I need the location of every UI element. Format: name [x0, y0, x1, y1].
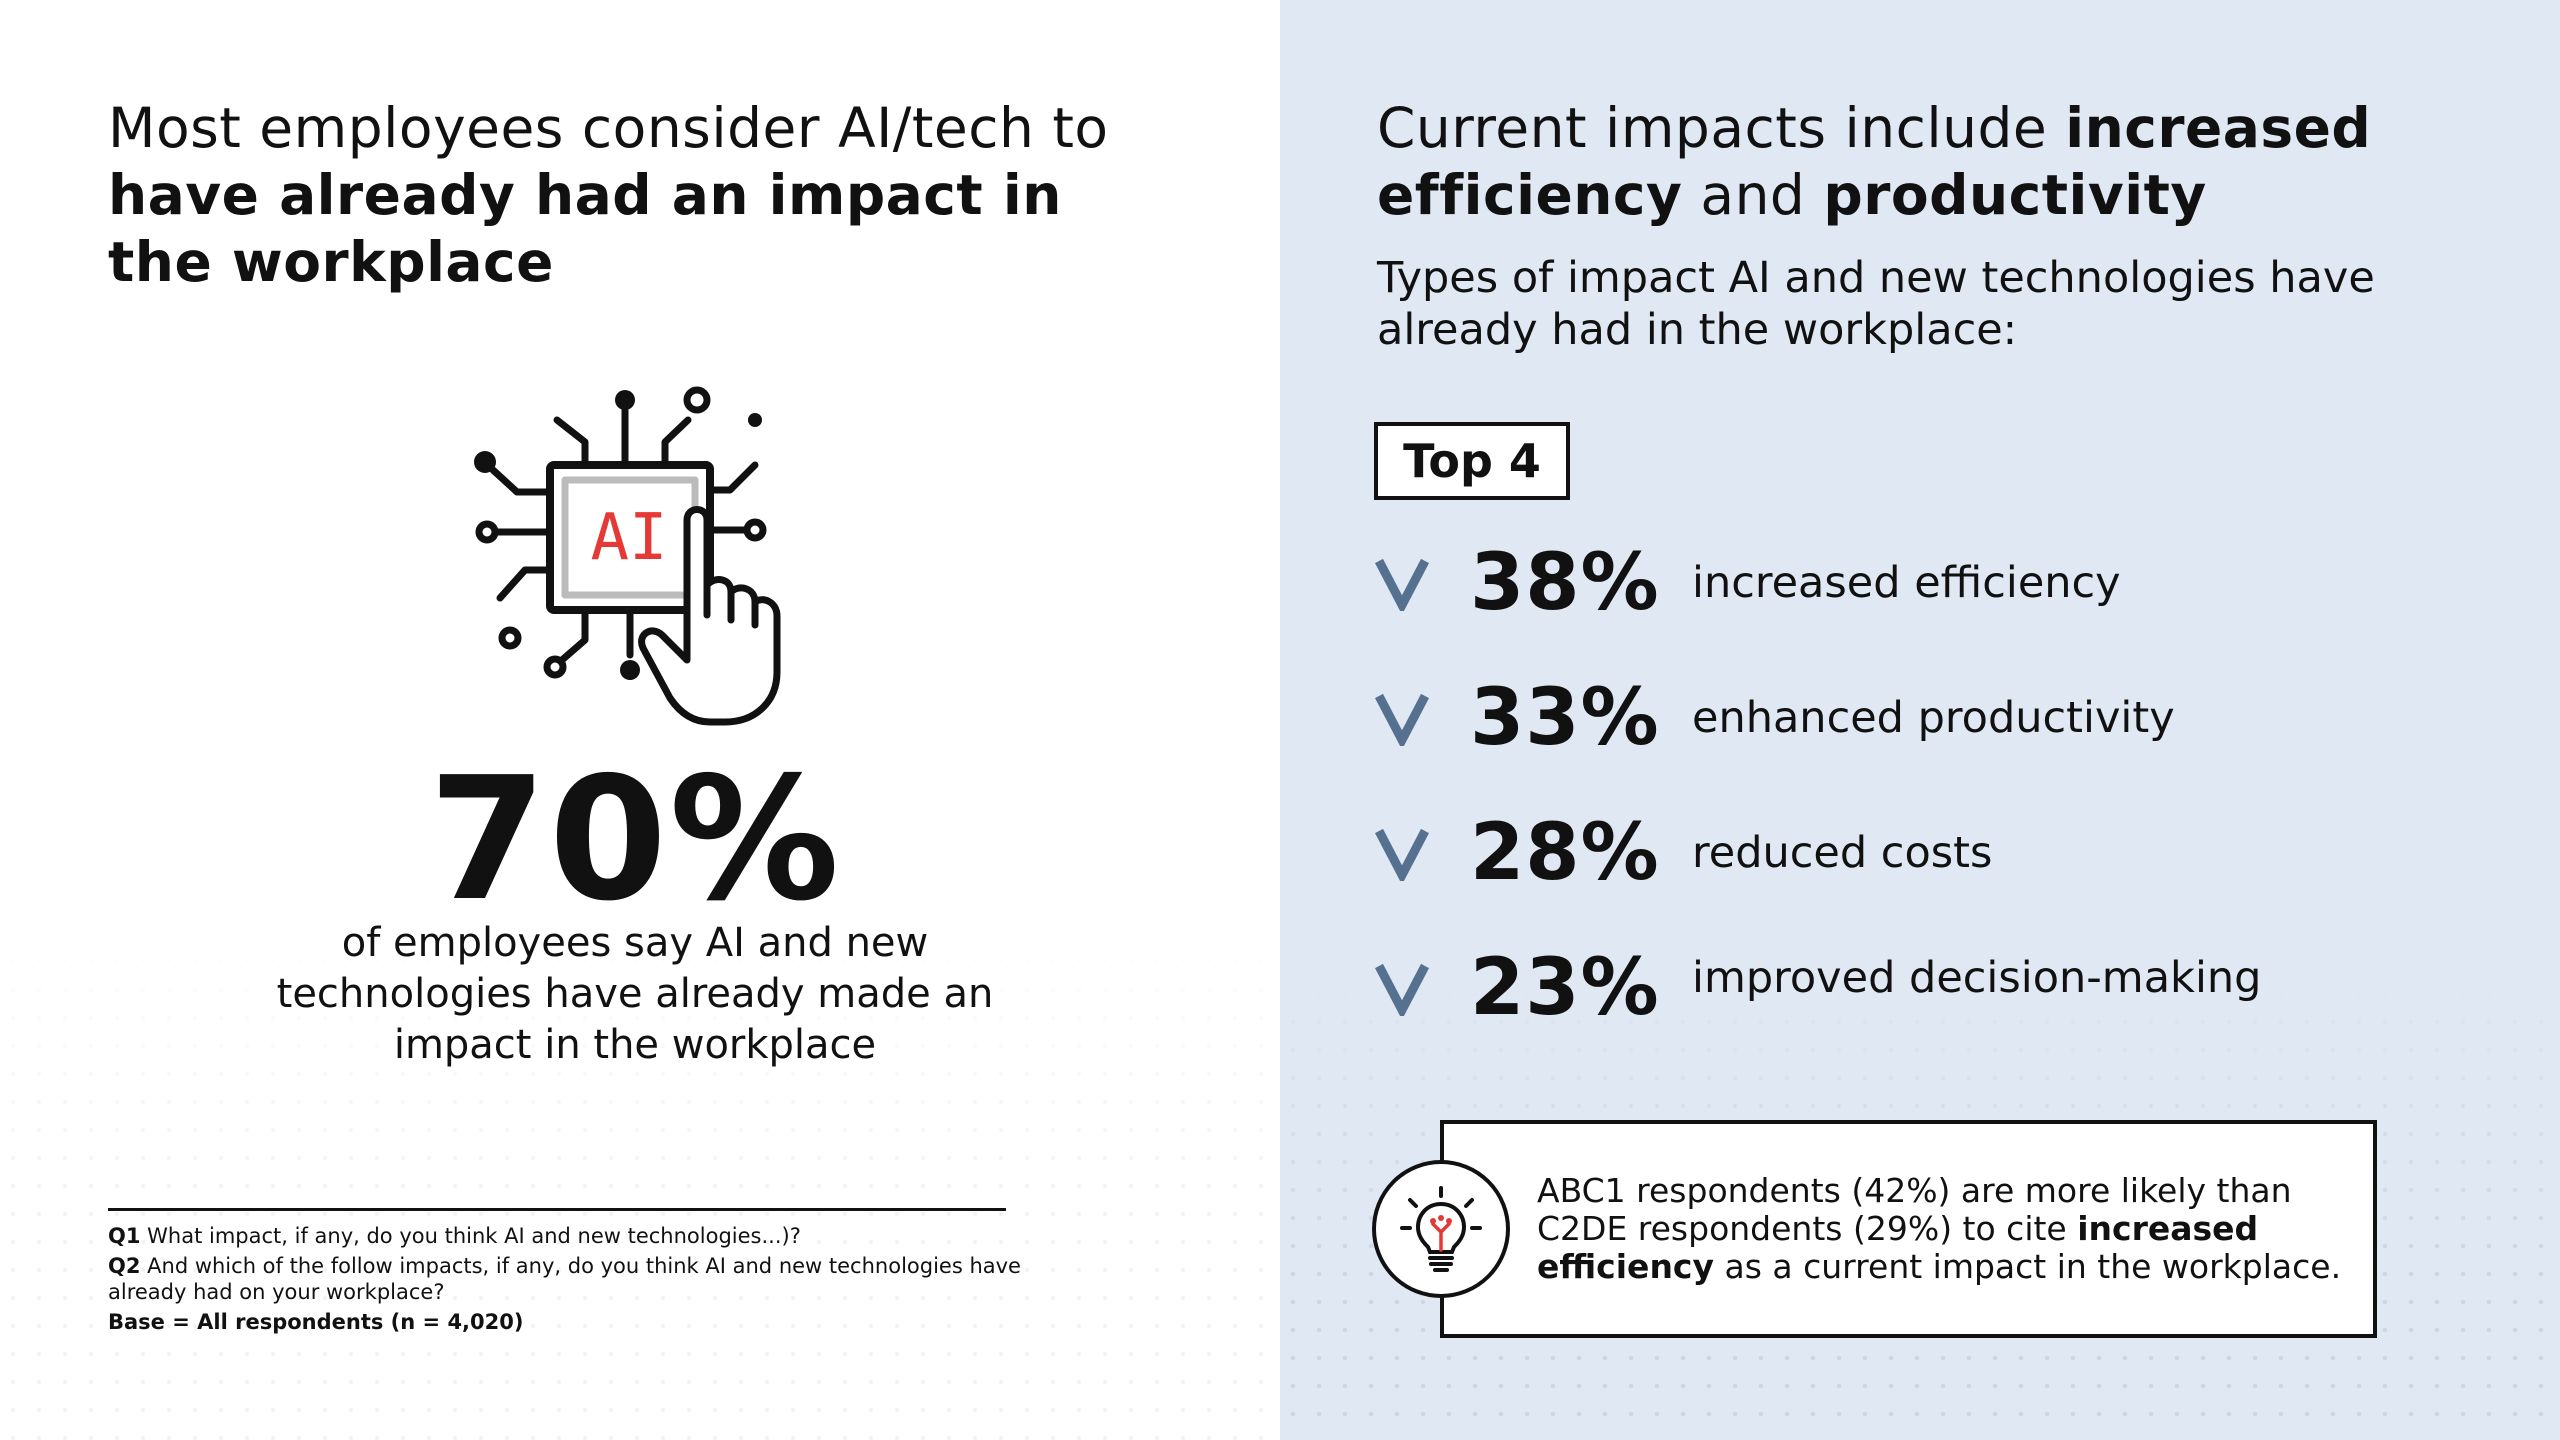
callout-bold-text: increased efficiency — [1537, 1209, 2259, 1286]
impact-percent: 38% — [1470, 538, 1660, 628]
footnote-q1-text: What impact, if any, do you think AI and… — [140, 1224, 801, 1248]
ai-chip-hand-icon: AI — [455, 380, 815, 730]
big-stat: 70% — [428, 741, 842, 939]
subheading: Types of impact AI and new technologies … — [1377, 253, 2375, 355]
right-headline: Current impacts include increased effici… — [1377, 95, 2497, 229]
impact-row: 28% reduced costs — [1375, 803, 2525, 903]
stat-caption: of employees say AI and new technologies… — [276, 920, 994, 1068]
footnote-q2: Q2 And which of the follow impacts, if a… — [108, 1253, 1028, 1305]
impact-label: increased efficiency — [1692, 558, 2121, 608]
headline-bold-text: productivity — [1823, 163, 2207, 227]
footnote-divider — [108, 1208, 1006, 1211]
callout-box: ABC1 respondents (42%) are more likely t… — [1440, 1120, 2377, 1338]
impact-row: 23% improved decision-making — [1375, 938, 2525, 1038]
headline-bold-text: increased efficiency — [1377, 96, 2372, 227]
ai-chip-label: AI — [590, 501, 668, 575]
impact-percent: 33% — [1470, 673, 1660, 763]
impact-row: 33% enhanced productivity — [1375, 668, 2525, 768]
lightbulb-icon-circle — [1372, 1160, 1510, 1298]
footnotes: Q1 What impact, if any, do you think AI … — [108, 1223, 1028, 1339]
check-icon — [1375, 963, 1429, 1016]
top-badge: Top 4 — [1374, 422, 1570, 500]
check-icon — [1375, 693, 1429, 746]
impact-label: enhanced productivity — [1692, 693, 2175, 743]
check-icon — [1375, 828, 1429, 881]
footnote-base: Base = All respondents (n = 4,020) — [108, 1309, 1028, 1335]
callout-text-part: ABC1 respondents (42%) are more likely t… — [1537, 1171, 2292, 1248]
impact-label: reduced costs — [1692, 828, 1993, 878]
lightbulb-icon — [1400, 1186, 1482, 1272]
headline-bold-text: have already had an impact in the workpl… — [108, 163, 1062, 294]
callout-text-part: as a current impact in the workplace. — [1714, 1247, 2342, 1286]
impact-percent: 28% — [1470, 808, 1660, 898]
footnote-q1: Q1 What impact, if any, do you think AI … — [108, 1223, 1028, 1249]
headline-text: Current impacts include — [1377, 96, 2066, 160]
left-headline: Most employees consider AI/tech to have … — [108, 95, 1158, 296]
footnote-q2-label: Q2 — [108, 1254, 141, 1278]
callout-text: ABC1 respondents (42%) are more likely t… — [1537, 1172, 2347, 1286]
headline-text: Most employees consider AI/tech to — [108, 96, 1109, 160]
footnote-q2-text: And which of the follow impacts, if any,… — [108, 1254, 1021, 1304]
headline-text: and — [1682, 163, 1824, 227]
footnote-q1-label: Q1 — [108, 1224, 141, 1248]
impact-label: improved decision-making — [1692, 953, 2262, 1003]
footnote-base-text: Base = All respondents (n = 4,020) — [108, 1310, 524, 1334]
impact-row: 38% increased efficiency — [1375, 533, 2525, 633]
check-icon — [1375, 558, 1429, 611]
impact-percent: 23% — [1470, 943, 1660, 1033]
